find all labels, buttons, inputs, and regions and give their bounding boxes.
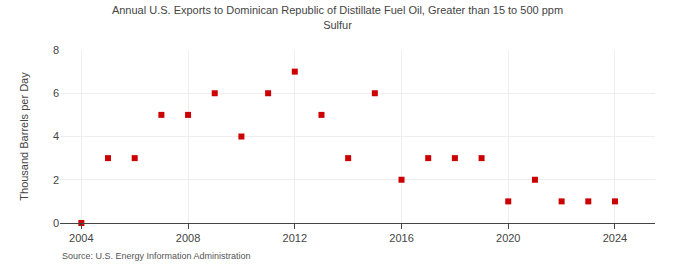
svg-text:0: 0 [53, 217, 59, 229]
svg-text:4: 4 [53, 130, 59, 142]
svg-text:2016: 2016 [389, 232, 413, 244]
svg-text:Annual U.S. Exports to Dominic: Annual U.S. Exports to Dominican Republi… [112, 4, 563, 30]
svg-text:2024: 2024 [603, 232, 627, 244]
svg-text:Source: U.S. Energy Informatio: Source: U.S. Energy Information Administ… [62, 251, 251, 261]
svg-text:2012: 2012 [283, 232, 307, 244]
svg-text:2004: 2004 [69, 232, 93, 244]
svg-text:8: 8 [53, 44, 59, 56]
svg-text:2008: 2008 [176, 232, 200, 244]
svg-text:Thousand Barrels per Day: Thousand Barrels per Day [18, 72, 30, 201]
svg-text:6: 6 [53, 87, 59, 99]
svg-text:2: 2 [53, 174, 59, 186]
svg-text:2020: 2020 [496, 232, 520, 244]
